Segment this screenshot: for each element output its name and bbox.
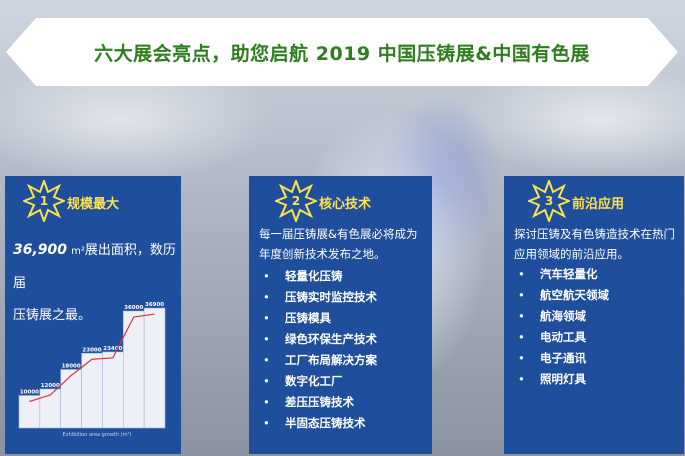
panel-core-tech: 2 核心技术 每一届压铸展&有色展必将成为年度创新技术发布之地。 轻量化压铸 压… (249, 176, 432, 454)
chart-bar (60, 369, 82, 429)
panel-title: 规模最大 (67, 197, 120, 212)
panel-title: 前沿应用 (572, 197, 625, 212)
chart-data-label: 10000 (20, 390, 39, 396)
list-item: 差压压铸技术 (259, 392, 428, 413)
panel-applications: 3 前沿应用 探讨压铸及有色铸造技术在热门应用领域的前沿应用。 汽车轻量化 航空… (504, 176, 684, 454)
starburst-icon (23, 180, 65, 222)
list-item: 数字化工厂 (259, 371, 428, 392)
application-list: 汽车轻量化 航空航天领域 航海领域 电动工具 电子通讯 照明灯具 (514, 264, 680, 390)
list-item: 工厂布局解决方案 (259, 350, 428, 371)
panel-description: 探讨压铸及有色铸造技术在热门应用领域的前沿应用。 (514, 227, 675, 261)
title-banner: 六大展会亮点，助您启航 2019 中国压铸展&中国有色展 (6, 18, 678, 86)
chart-caption: Exhibition area growth (m²) (63, 432, 132, 438)
list-item: 压铸实时监控技术 (259, 287, 428, 308)
chart-data-label: 12000 (41, 383, 60, 389)
chart-data-label: 36000 (124, 305, 143, 311)
area-unit: m² (71, 246, 85, 257)
area-text: 展出面积，数历届 (13, 243, 176, 291)
panel-header: 2 核心技术 (249, 176, 432, 226)
area-number: 36,900 (13, 242, 68, 258)
chart-data-label: 23000 (82, 347, 101, 353)
panel-header: 3 前沿应用 (504, 176, 684, 226)
panel-number: 3 (544, 194, 554, 208)
list-item: 压铸模具 (259, 308, 428, 329)
list-item: 电动工具 (514, 327, 680, 348)
chart-trend-line (29, 313, 155, 403)
chart-data-label: 18000 (62, 364, 81, 370)
chart-bar (143, 307, 166, 429)
panel-header: 1 规模最大 (5, 176, 181, 226)
list-item: 半固态压铸技术 (259, 413, 428, 434)
chart-data-label: 36900 (145, 302, 164, 308)
list-item: 照明灯具 (514, 369, 680, 390)
chart-bar (102, 351, 124, 429)
starburst-icon (275, 180, 317, 222)
area-stat: 36,900 m²展出面积，数历届 压铸展之最。 (13, 234, 181, 332)
panel-scale: 1 规模最大 36,900 m²展出面积，数历届 压铸展之最。 10000 120… (5, 176, 181, 454)
starburst-icon (528, 180, 570, 222)
area-text-2: 压铸展之最。 (13, 308, 92, 323)
tech-list: 轻量化压铸 压铸实时监控技术 压铸模具 绿色环保生产技术 工厂布局解决方案 数字… (259, 266, 428, 434)
panel-description: 每一届压铸展&有色展必将成为年度创新技术发布之地。 (259, 227, 418, 261)
panel-number: 1 (39, 194, 49, 208)
chart-data-label: 23400 (103, 346, 122, 352)
list-item: 航空航天领域 (514, 285, 680, 306)
list-item: 电子通讯 (514, 348, 680, 369)
panel-title: 核心技术 (319, 197, 372, 212)
list-item: 航海领域 (514, 306, 680, 327)
panel-number: 2 (291, 194, 301, 208)
banner-title: 六大展会亮点，助您启航 2019 中国压铸展&中国有色展 (94, 42, 590, 65)
list-item: 绿色环保生产技术 (259, 329, 428, 350)
list-item: 轻量化压铸 (259, 266, 428, 287)
chart-bar (122, 310, 145, 429)
list-item: 汽车轻量化 (514, 264, 680, 285)
chart-bar (18, 395, 41, 429)
